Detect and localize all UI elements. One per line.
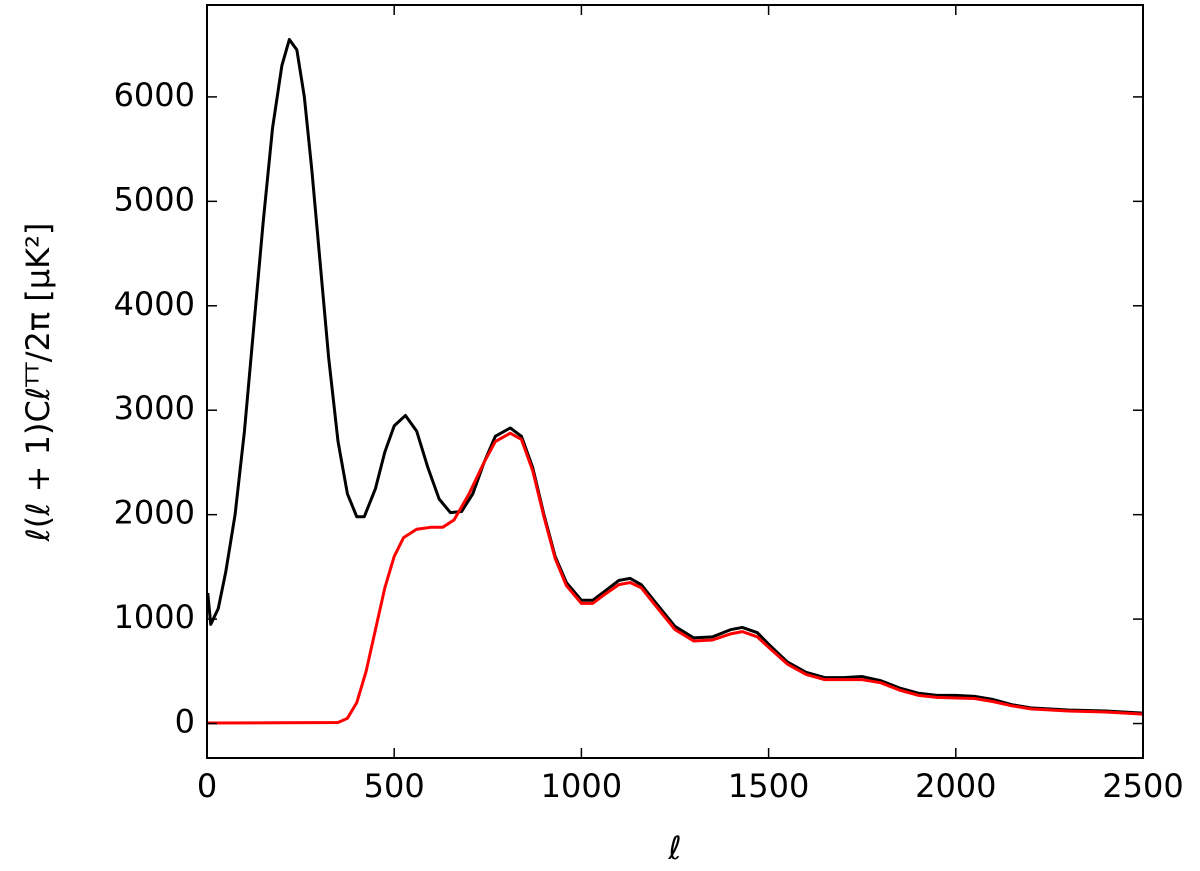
y-tick-label: 2000	[114, 494, 195, 532]
x-tick-label: 2500	[1102, 767, 1183, 805]
y-tick-label: 3000	[114, 389, 195, 427]
y-tick-label: 0	[175, 703, 195, 741]
x-tick-label: 1500	[728, 767, 809, 805]
y-tick-label: 5000	[114, 180, 195, 218]
line-series	[206, 37, 1144, 715]
x-tick-label: 1000	[541, 767, 622, 805]
x-tick-label: 0	[197, 767, 217, 805]
x-tick-label: 2000	[915, 767, 996, 805]
y-axis-label: ℓ(ℓ + 1)Cℓᵀᵀ/2π [μK²]	[19, 223, 57, 543]
y-tick-label: 1000	[114, 598, 195, 636]
y-tick-label: 6000	[114, 76, 195, 114]
line-series	[206, 431, 1144, 725]
x-axis-label: ℓ	[667, 829, 681, 867]
y-tick-label: 4000	[114, 285, 195, 323]
plot-frame	[206, 4, 1144, 759]
x-tick-label: 500	[364, 767, 425, 805]
